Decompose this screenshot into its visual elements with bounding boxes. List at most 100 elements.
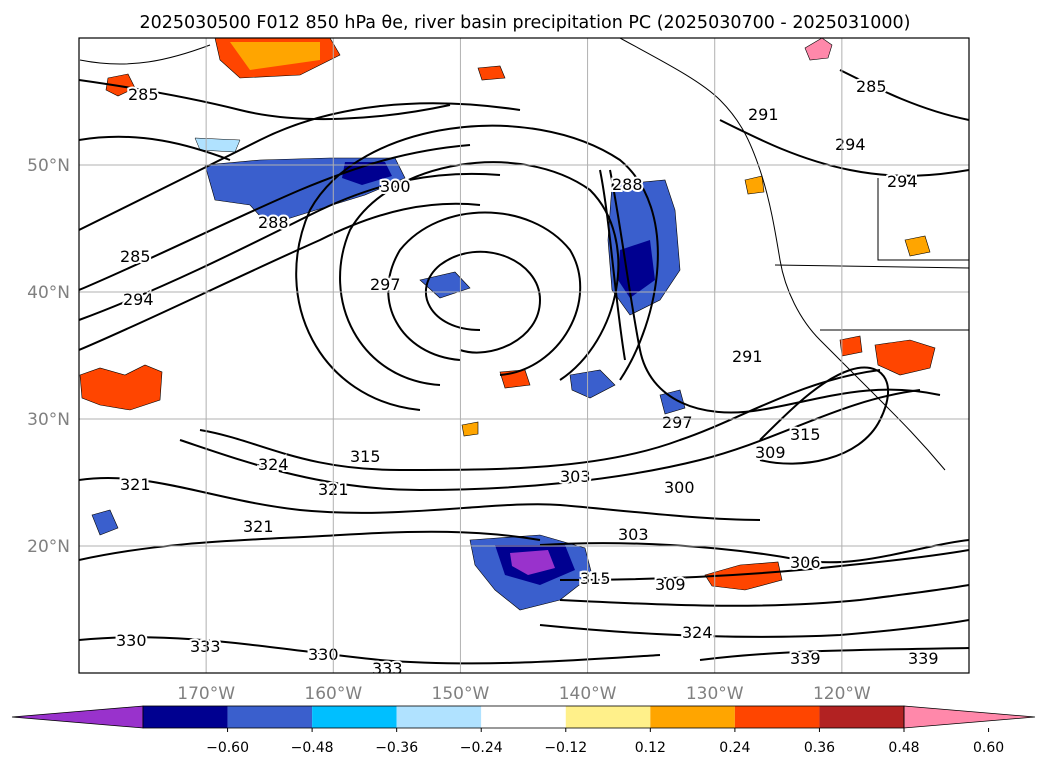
colorbar-bin	[650, 706, 735, 728]
contour-label: 288	[258, 213, 289, 232]
precip-patch	[659, 389, 686, 415]
colorbar-bin	[734, 706, 820, 728]
longitude-labels: 170°W 160°W 150°W 140°W 130°W 120°W	[177, 684, 871, 704]
contour-line	[599, 169, 626, 361]
contour-label: 300	[664, 478, 695, 497]
colorbar-bin	[143, 706, 228, 728]
contour-line	[699, 647, 969, 661]
contour-label: 297	[662, 413, 693, 432]
lat-label: 40°N	[27, 283, 70, 303]
contour-line	[609, 169, 941, 414]
contour-label: 285	[856, 77, 887, 96]
lat-label: 30°N	[27, 410, 70, 430]
colorbar-tick-label: 0.48	[888, 740, 919, 756]
contour-labels: 285 285 285 288 288 291 291 294 294 294 …	[114, 75, 941, 673]
contour-line	[179, 389, 921, 492]
contour-label: 294	[835, 135, 866, 154]
contour-label: 288	[612, 175, 643, 194]
contour-label: 315	[790, 425, 821, 444]
contour-line	[759, 366, 890, 465]
contour-label: 339	[790, 649, 821, 668]
contour-line	[79, 102, 521, 231]
contour-line	[79, 172, 501, 321]
colorbar-bin	[227, 706, 313, 728]
contour-line	[387, 211, 582, 376]
contour-label: 303	[560, 467, 591, 486]
contour-line	[79, 202, 481, 351]
contour-line	[539, 619, 969, 638]
precip-patch	[569, 369, 616, 399]
precip-patch	[804, 38, 833, 61]
lon-label: 150°W	[432, 684, 490, 704]
precip-patch	[704, 561, 783, 591]
coastline	[79, 44, 211, 65]
contour-label: 300	[380, 177, 411, 196]
contour-label: 321	[120, 475, 151, 494]
contour-line	[79, 636, 661, 665]
contour-line	[719, 119, 969, 177]
precip-patch	[477, 65, 506, 81]
colorbar-tick-label: 0.24	[719, 740, 750, 756]
contour-label: 324	[682, 623, 713, 642]
gridlines	[79, 38, 969, 673]
contour-line	[79, 79, 451, 121]
contour-line	[295, 124, 659, 411]
colorbar-extend-min	[11, 705, 144, 729]
contour-label: 315	[350, 447, 381, 466]
border-line	[774, 264, 969, 269]
contour-line	[199, 369, 881, 472]
contour-label: 321	[243, 517, 274, 536]
contour-label: 309	[755, 443, 786, 462]
border-line	[877, 178, 969, 261]
precip-patch	[618, 240, 655, 298]
map-frame	[78, 37, 970, 674]
colorbar-tick-label: 0.60	[973, 740, 1004, 756]
colorbar-tick-label: 0.12	[635, 740, 666, 756]
contour-line	[79, 477, 761, 521]
figure-title: 2025030500 F012 850 hPa θe, river basin …	[140, 13, 911, 33]
contour-label: 339	[908, 649, 939, 668]
precip-patch	[342, 162, 392, 185]
colorbar-tick-label: −0.24	[460, 740, 503, 756]
contour-label: 309	[655, 575, 686, 594]
contour-label: 294	[887, 172, 918, 191]
coastlines	[79, 38, 969, 471]
contour-label: 294	[123, 290, 154, 309]
contour-line	[424, 250, 542, 354]
contour-line	[839, 69, 969, 121]
theta-e-contours	[79, 69, 969, 665]
colorbar-outline	[142, 705, 905, 729]
lon-label: 130°W	[686, 684, 744, 704]
colorbar-bin	[481, 706, 566, 728]
lon-label: 170°W	[177, 684, 235, 704]
contour-line	[79, 530, 541, 561]
precip-fill-layer	[79, 38, 936, 611]
contour-line	[79, 144, 471, 291]
contour-label: 285	[128, 85, 159, 104]
latitude-labels: 50°N 40°N 30°N 20°N	[27, 156, 70, 557]
colorbar-tick-label: −0.48	[291, 740, 334, 756]
colorbar-bin	[312, 706, 397, 728]
contour-label: 291	[732, 347, 763, 366]
coastline	[619, 38, 946, 471]
contour-label: 297	[370, 275, 401, 294]
precip-patch	[79, 364, 163, 411]
contour-label: 324	[258, 455, 289, 474]
contour-line	[559, 584, 969, 607]
colorbar-bin	[819, 706, 904, 728]
precip-patch	[510, 550, 555, 575]
colorbar-bin	[396, 706, 482, 728]
precip-patch	[91, 509, 119, 536]
colorbar-tick-labels: −0.60 −0.48 −0.36 −0.24 −0.12 0.12 0.24 …	[206, 740, 1004, 756]
precip-patch	[874, 339, 936, 376]
lon-label: 160°W	[304, 684, 362, 704]
lat-label: 20°N	[27, 537, 70, 557]
contour-label: 303	[618, 525, 649, 544]
lon-label: 140°W	[559, 684, 617, 704]
precip-patch	[839, 335, 863, 357]
lat-label: 50°N	[27, 156, 70, 176]
map-area: 285 285 285 288 288 291 291 294 294 294 …	[79, 38, 969, 673]
contour-line	[559, 549, 969, 581]
colorbar-tick-label: 0.36	[804, 740, 835, 756]
